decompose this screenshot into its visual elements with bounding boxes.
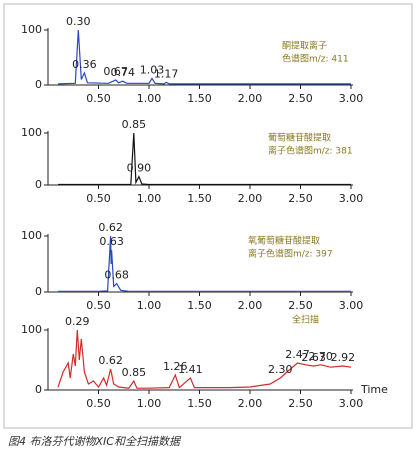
x-tick-label: 3.00 [339,299,364,312]
peak-label: 1.03 [140,63,165,76]
x-tick-label: 2.50 [288,299,313,312]
peak-label: 2.92 [331,351,356,364]
peak-label: 0.63 [99,235,124,248]
x-tick-label: 0.50 [86,192,111,205]
y-tick-label: 0 [35,78,42,91]
peak-label: 0.67 [103,65,128,78]
x-tick-label: 2.50 [288,397,313,410]
peak-label: 2.70 [308,350,333,363]
peak-label: 0.29 [65,315,90,328]
trace-note: 离子色谱图m/z: 381 [268,145,353,157]
trace [58,235,351,292]
peak-label: 1.26 [163,360,188,373]
x-tick-label: 2.50 [288,92,313,105]
x-tick-label: 1.50 [187,92,212,105]
trace-note: 全扫描 [292,314,319,326]
x-tick-label: 2.50 [288,192,313,205]
x-tick-label: 2.00 [238,192,263,205]
caption: 图4 布洛芬代谢物XIC和全扫描数据 [8,435,182,448]
peak-label: 0.85 [122,366,147,379]
peak-label: 0.85 [122,118,147,131]
trace-note: 葡萄糖苷酸提取 [268,132,331,144]
peak-label: 1.17 [154,67,179,80]
y-tick-label: 0 [35,383,42,396]
trace [58,132,351,186]
peak-label: 0.30 [66,15,91,28]
peak-label: 0.62 [98,354,123,367]
x-tick-label: 0.50 [86,299,111,312]
peak-label: 0.74 [110,66,135,79]
y-tick-label: 0 [35,178,42,191]
trace-note: 酮提取离子 [282,40,327,52]
trace-note: 离子色谱图m/z: 397 [248,248,333,260]
trace-note: 氧葡萄糖苷酸提取 [248,235,320,247]
x-tick-label: 1.00 [137,299,162,312]
x-tick-label: 0.50 [86,397,111,410]
x-axis-label: Time [360,383,388,396]
peak-label: 0.68 [104,269,129,282]
x-tick-label: 2.00 [238,92,263,105]
peak-label: 2.30 [268,363,293,376]
trace [57,329,352,389]
trace [58,29,351,85]
peak-label: 2.47 [285,348,310,361]
peak-label: 2.63 [301,351,326,364]
y-tick-label: 0 [35,285,42,298]
x-tick-label: 3.00 [339,92,364,105]
frame [3,3,413,429]
x-tick-label: 1.00 [137,397,162,410]
x-tick-label: 1.50 [187,192,212,205]
y-tick-label: 100 [21,323,42,336]
y-tick-label: 100 [21,229,42,242]
x-tick-label: 1.00 [137,92,162,105]
x-tick-label: 3.00 [339,397,364,410]
peak-label: 1.41 [178,363,203,376]
x-tick-label: 1.50 [187,299,212,312]
y-tick-label: 100 [21,23,42,36]
peak-label: 0.62 [98,221,123,234]
x-tick-label: 2.00 [238,299,263,312]
x-tick-label: 1.50 [187,397,212,410]
x-tick-label: 1.00 [137,192,162,205]
x-tick-label: 3.00 [339,192,364,205]
x-tick-label: 0.50 [86,92,111,105]
peak-label: 0.90 [127,162,152,175]
peak-label: 0.36 [72,58,97,71]
x-tick-label: 2.00 [238,397,263,410]
trace-note: 色谱图m/z: 411 [282,53,349,65]
y-tick-label: 100 [21,126,42,139]
